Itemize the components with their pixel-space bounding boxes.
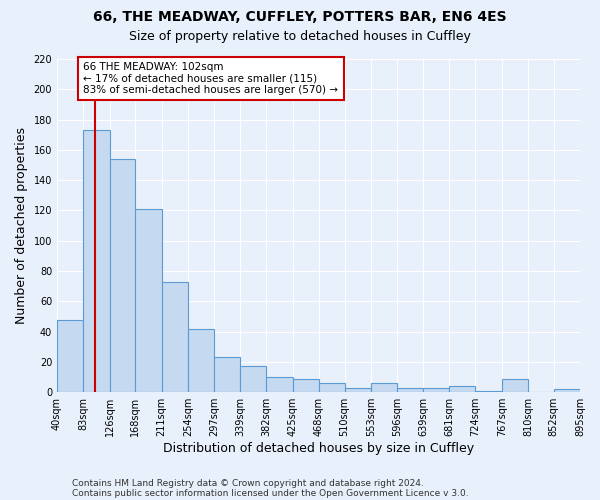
Text: Size of property relative to detached houses in Cuffley: Size of property relative to detached ho… [129,30,471,43]
Bar [214,358,240,392]
Bar [475,390,502,392]
Text: Contains public sector information licensed under the Open Government Licence v : Contains public sector information licen… [72,488,469,498]
Bar [83,130,110,392]
Bar [319,383,344,392]
Bar [110,159,136,392]
X-axis label: Distribution of detached houses by size in Cuffley: Distribution of detached houses by size … [163,442,474,455]
Bar [397,388,424,392]
Bar [502,378,528,392]
Bar [344,388,371,392]
Bar [371,383,397,392]
Bar [449,386,475,392]
Bar [188,328,214,392]
Bar [554,389,580,392]
Text: 66 THE MEADWAY: 102sqm
← 17% of detached houses are smaller (115)
83% of semi-de: 66 THE MEADWAY: 102sqm ← 17% of detached… [83,62,338,95]
Bar [161,282,188,392]
Y-axis label: Number of detached properties: Number of detached properties [15,127,28,324]
Bar [136,209,161,392]
Bar [293,378,319,392]
Text: Contains HM Land Registry data © Crown copyright and database right 2024.: Contains HM Land Registry data © Crown c… [72,478,424,488]
Text: 66, THE MEADWAY, CUFFLEY, POTTERS BAR, EN6 4ES: 66, THE MEADWAY, CUFFLEY, POTTERS BAR, E… [93,10,507,24]
Bar [424,388,449,392]
Bar [266,377,293,392]
Bar [57,320,83,392]
Bar [240,366,266,392]
